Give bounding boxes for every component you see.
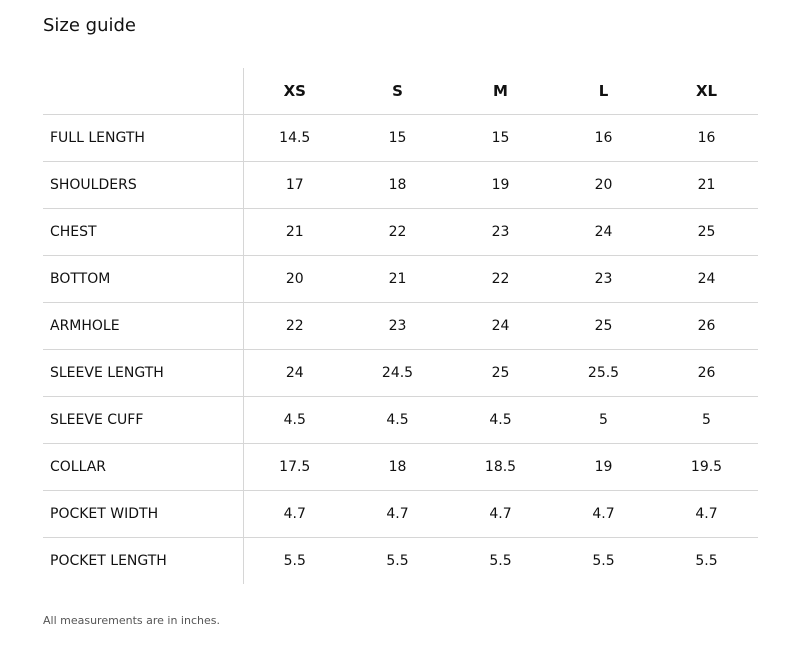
table-cell: 18 bbox=[346, 443, 449, 491]
table-cell: 5.5 bbox=[552, 537, 655, 584]
table-row: POCKET WIDTH 4.7 4.7 4.7 4.7 4.7 bbox=[43, 490, 758, 538]
header-size-l: L bbox=[598, 82, 609, 100]
table-cell: 23 bbox=[552, 255, 655, 303]
table-cell: 5.5 bbox=[449, 537, 552, 584]
table-cell: 4.5 bbox=[243, 396, 346, 444]
size-guide-table: XS S M L XL FULL LENGTH 14.5 15 15 16 16… bbox=[43, 68, 758, 584]
table-cell: 4.7 bbox=[655, 490, 758, 538]
table-cell: 19 bbox=[552, 443, 655, 491]
row-label: CHEST bbox=[43, 208, 244, 256]
table-cell: 4.7 bbox=[243, 490, 346, 538]
table-cell: 23 bbox=[346, 302, 449, 350]
table-cell: 24 bbox=[449, 302, 552, 350]
table-row: CHEST 21 22 23 24 25 bbox=[43, 208, 758, 256]
header-size-m: M bbox=[493, 82, 508, 100]
table-cell: 18.5 bbox=[449, 443, 552, 491]
table-cell: 5.5 bbox=[346, 537, 449, 584]
table-cell: 4.7 bbox=[346, 490, 449, 538]
table-cell: 24.5 bbox=[346, 349, 449, 397]
table-cell: 4.7 bbox=[449, 490, 552, 538]
measurement-note: All measurements are in inches. bbox=[43, 614, 220, 627]
table-row: POCKET LENGTH 5.5 5.5 5.5 5.5 5.5 bbox=[43, 537, 758, 584]
table-cell: 5.5 bbox=[243, 537, 346, 584]
table-cell: 14.5 bbox=[243, 114, 346, 162]
table-cell: 25 bbox=[449, 349, 552, 397]
header-size-xs: XS bbox=[283, 82, 306, 100]
table-cell: 24 bbox=[243, 349, 346, 397]
table-row: SLEEVE CUFF 4.5 4.5 4.5 5 5 bbox=[43, 396, 758, 444]
table-cell: 21 bbox=[655, 161, 758, 209]
row-label: SLEEVE LENGTH bbox=[43, 349, 244, 397]
table-cell: 21 bbox=[346, 255, 449, 303]
table-cell: 17.5 bbox=[243, 443, 346, 491]
table-cell: 16 bbox=[552, 114, 655, 162]
table-cell: 19 bbox=[449, 161, 552, 209]
table-row: ARMHOLE 22 23 24 25 26 bbox=[43, 302, 758, 350]
table-cell: 21 bbox=[243, 208, 346, 256]
header-row: XS S M L XL bbox=[43, 68, 758, 115]
table-cell: 18 bbox=[346, 161, 449, 209]
table-cell: 20 bbox=[552, 161, 655, 209]
table-cell: 17 bbox=[243, 161, 346, 209]
page-title: Size guide bbox=[43, 15, 137, 36]
table-cell: 26 bbox=[655, 302, 758, 350]
table-row: BOTTOM 20 21 22 23 24 bbox=[43, 255, 758, 303]
row-label: POCKET LENGTH bbox=[43, 537, 244, 584]
table-cell: 26 bbox=[655, 349, 758, 397]
table-cell: 25 bbox=[552, 302, 655, 350]
table-cell: 25 bbox=[655, 208, 758, 256]
table-cell: 4.7 bbox=[552, 490, 655, 538]
row-label: FULL LENGTH bbox=[43, 114, 244, 162]
table-cell: 22 bbox=[346, 208, 449, 256]
row-label: ARMHOLE bbox=[43, 302, 244, 350]
table-row: COLLAR 17.5 18 18.5 19 19.5 bbox=[43, 443, 758, 491]
table-cell: 5 bbox=[655, 396, 758, 444]
table-cell: 22 bbox=[243, 302, 346, 350]
header-size-xl: XL bbox=[695, 82, 718, 100]
header-size-s: S bbox=[392, 82, 403, 100]
table-cell: 20 bbox=[243, 255, 346, 303]
table-row: FULL LENGTH 14.5 15 15 16 16 bbox=[43, 114, 758, 162]
table-cell: 4.5 bbox=[449, 396, 552, 444]
table-row: SLEEVE LENGTH 24 24.5 25 25.5 26 bbox=[43, 349, 758, 397]
row-label: POCKET WIDTH bbox=[43, 490, 244, 538]
table-cell: 15 bbox=[449, 114, 552, 162]
table-cell: 15 bbox=[346, 114, 449, 162]
table-cell: 16 bbox=[655, 114, 758, 162]
table-cell: 5 bbox=[552, 396, 655, 444]
header-corner bbox=[43, 68, 244, 115]
table-cell: 22 bbox=[449, 255, 552, 303]
table-cell: 19.5 bbox=[655, 443, 758, 491]
row-label: BOTTOM bbox=[43, 255, 244, 303]
table-row: SHOULDERS 17 18 19 20 21 bbox=[43, 161, 758, 209]
row-label: SLEEVE CUFF bbox=[43, 396, 244, 444]
row-label: SHOULDERS bbox=[43, 161, 244, 209]
table-cell: 24 bbox=[552, 208, 655, 256]
table-cell: 23 bbox=[449, 208, 552, 256]
table-cell: 24 bbox=[655, 255, 758, 303]
table-cell: 25.5 bbox=[552, 349, 655, 397]
table-cell: 5.5 bbox=[655, 537, 758, 584]
row-label: COLLAR bbox=[43, 443, 244, 491]
table-cell: 4.5 bbox=[346, 396, 449, 444]
